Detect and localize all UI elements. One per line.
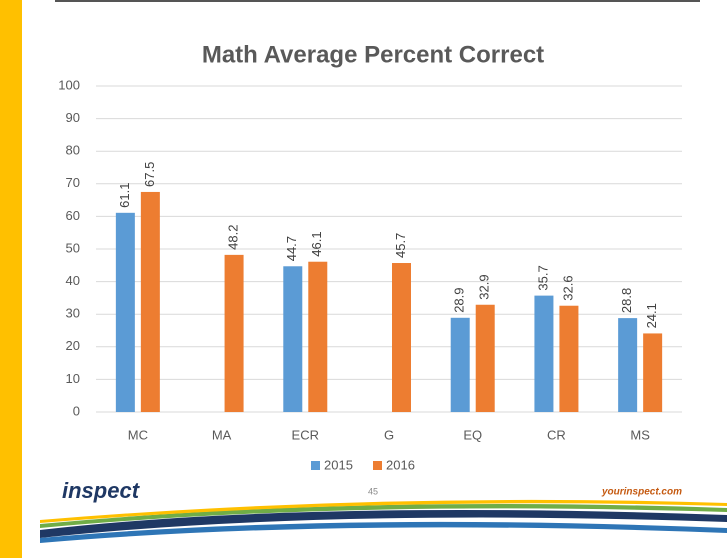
bar: [643, 333, 663, 412]
y-tick-label: 100: [58, 77, 80, 92]
value-label: 61.1: [117, 183, 132, 208]
bar: [475, 304, 495, 412]
bar: [308, 261, 328, 412]
value-label: 24.1: [644, 303, 659, 328]
value-label: 48.2: [226, 225, 241, 250]
swoosh: [40, 499, 727, 543]
url: yourinspect.com: [601, 487, 682, 498]
legend-swatch: [311, 461, 320, 470]
legend-label: 2016: [386, 457, 415, 472]
x-tick-label: MA: [212, 427, 232, 442]
bar: [140, 191, 160, 412]
bar: [392, 263, 411, 412]
value-label: 45.7: [393, 233, 408, 258]
value-label: 32.6: [560, 275, 575, 300]
value-label: 28.8: [619, 288, 634, 313]
bar: [559, 305, 579, 412]
x-tick-label: EQ: [463, 427, 482, 442]
y-tick-label: 50: [66, 240, 80, 255]
chart-title: Math Average Percent Correct: [202, 41, 544, 68]
y-tick-label: 0: [73, 403, 80, 418]
value-label: 32.9: [477, 274, 492, 299]
y-tick-label: 40: [66, 273, 80, 288]
bar: [283, 266, 303, 412]
value-label: 35.7: [535, 265, 550, 290]
y-tick-label: 60: [66, 208, 80, 223]
page-number: 45: [368, 486, 378, 496]
x-tick-label: MS: [630, 427, 650, 442]
x-tick-label: MC: [128, 427, 148, 442]
y-tick-label: 20: [66, 338, 80, 353]
y-tick-label: 90: [66, 110, 80, 125]
bar: [534, 295, 554, 412]
legend-swatch: [373, 461, 382, 470]
y-tick-label: 70: [66, 175, 80, 190]
bar: [224, 254, 244, 412]
legend-label: 2015: [324, 457, 353, 472]
bar: [450, 317, 470, 412]
y-tick-label: 10: [66, 371, 80, 386]
y-tick-label: 30: [66, 306, 80, 321]
value-label: 46.1: [309, 231, 324, 256]
bar: [618, 318, 638, 412]
x-tick-label: CR: [547, 427, 566, 442]
bar: [115, 212, 135, 412]
x-tick-label: ECR: [292, 427, 319, 442]
logo: inspect: [62, 478, 141, 503]
value-label: 67.5: [142, 162, 157, 187]
x-tick-label: G: [384, 427, 394, 442]
value-label: 44.7: [284, 236, 299, 261]
side-stripe: [0, 0, 22, 558]
y-tick-label: 80: [66, 143, 80, 158]
plot: 0 10 20 30 40 50 60 70 80 90 100 MC 61.1 67.5 MA 48.2 EC…: [58, 77, 682, 472]
value-label: 28.9: [452, 287, 467, 312]
